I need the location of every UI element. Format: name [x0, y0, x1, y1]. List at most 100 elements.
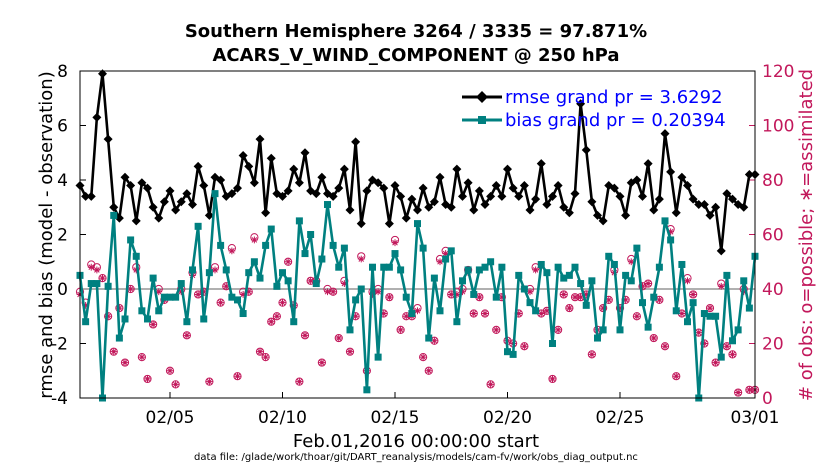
rmse-point [339, 164, 349, 174]
rmse-point [671, 208, 681, 218]
obs-possible-marker [548, 374, 557, 384]
bias-point [391, 250, 399, 258]
rmse-point [154, 213, 164, 223]
obs-assimilated-marker [571, 293, 579, 301]
obs-possible-marker [486, 380, 495, 389]
bias-point [605, 252, 613, 260]
bias-point [318, 255, 326, 263]
obs-possible-marker [734, 388, 743, 397]
obs-possible-marker [700, 339, 709, 348]
obs-assimilated-marker [487, 380, 495, 388]
obs-assimilated-marker [672, 372, 680, 380]
bias-point [639, 299, 646, 307]
bias-point [183, 318, 191, 326]
obs-possible-marker [216, 298, 225, 307]
obs-assimilated-marker [419, 353, 427, 361]
obs-assimilated-marker [599, 304, 607, 312]
y-tick-label: 6 [57, 117, 68, 137]
rmse-point [716, 246, 726, 256]
legend-bias-label: bias grand pr = 0.20394 [505, 110, 726, 131]
rmse-point [486, 191, 496, 201]
rmse-point [581, 145, 591, 155]
rmse-point [384, 219, 394, 229]
obs-assimilated-marker [149, 321, 157, 328]
bias-point [571, 263, 579, 271]
obs-assimilated-marker [99, 274, 106, 282]
obs-assimilated-marker [717, 282, 725, 290]
rmse-point [233, 183, 242, 193]
rmse-point [199, 180, 209, 190]
obs-assimilated-marker [498, 293, 506, 301]
obs-assimilated-marker [627, 258, 635, 266]
bias-point [132, 252, 140, 260]
obs-possible-marker [272, 312, 281, 321]
obs-assimilated-marker [82, 301, 90, 309]
rmse-point [739, 202, 749, 212]
obs-assimilated-marker [605, 296, 613, 304]
obs-assimilated-marker [616, 304, 624, 312]
rmse-point [435, 172, 445, 182]
obs-possible-marker [492, 325, 501, 334]
bias-point [312, 280, 320, 288]
x-tick-label: 03/01 [731, 408, 780, 428]
rmse-point [204, 210, 214, 220]
rmse-point [542, 200, 552, 210]
rmse-point [514, 191, 524, 201]
bias-point [599, 326, 607, 334]
bias-point [357, 285, 365, 293]
rmse-point [593, 210, 602, 220]
obs-possible-marker [644, 279, 653, 288]
obs-possible-marker [267, 317, 276, 326]
obs-assimilated-marker [352, 312, 360, 320]
obs-assimilated-marker [380, 310, 388, 317]
obs-assimilated-marker [301, 331, 309, 339]
obs-assimilated-marker [689, 291, 697, 298]
chart-title: Southern Hemisphere 3264 / 3335 = 97.871… [185, 21, 647, 42]
bias-point [745, 304, 753, 312]
bias-point [549, 340, 556, 347]
obs-assimilated-marker [346, 348, 354, 356]
rmse-point [531, 194, 541, 204]
rmse-point [649, 205, 659, 215]
obs-assimilated-marker [526, 288, 534, 296]
obs-assimilated-marker [436, 258, 444, 266]
rmse-point [238, 150, 248, 160]
bias-point [290, 318, 298, 326]
bias-point [532, 307, 540, 315]
bias-point [256, 274, 264, 282]
rmse-point [609, 183, 619, 193]
rmse-point [390, 180, 400, 190]
rmse-point [446, 202, 456, 212]
obs-assimilated-marker [515, 310, 523, 317]
bias-point [487, 258, 495, 266]
obs-assimilated-marker [684, 277, 691, 285]
obs-assimilated-marker [234, 372, 241, 380]
rmse-point [407, 194, 417, 204]
x-axis-ticks: 02/05 02/10 02/15 02/20 02/25 03/01 [146, 392, 780, 428]
obs-possible-marker [137, 353, 146, 362]
obs-possible-marker [284, 257, 293, 266]
obs-assimilated-marker [402, 312, 410, 320]
bias-point [498, 263, 506, 271]
rmse-point [379, 183, 389, 193]
obs-assimilated-marker [459, 288, 466, 296]
obs-possible-marker [396, 325, 405, 334]
chart-subtitle: ACARS_V_WIND_COMPONENT @ 250 hPa [212, 45, 619, 66]
plot-frame [79, 70, 756, 399]
obs-assimilated-marker [385, 293, 393, 301]
obs-assimilated-marker [397, 326, 405, 334]
rmse-point [688, 194, 698, 204]
obs-possible-marker [419, 353, 428, 362]
bias-point [616, 326, 624, 334]
data-file-footnote: data file: /glade/work/thoar/git/DART_re… [194, 452, 638, 463]
obs-assimilated-marker [262, 353, 270, 361]
bias-point [560, 274, 568, 282]
rmse-point [474, 186, 484, 196]
rmse-point [497, 191, 507, 201]
obs-assimilated-marker [442, 250, 450, 257]
rmse-point [300, 148, 310, 158]
obs-assimilated-marker [734, 389, 742, 396]
bias-point [684, 318, 691, 326]
y2-tick-label: 60 [762, 226, 784, 246]
rmse-point [92, 112, 102, 122]
